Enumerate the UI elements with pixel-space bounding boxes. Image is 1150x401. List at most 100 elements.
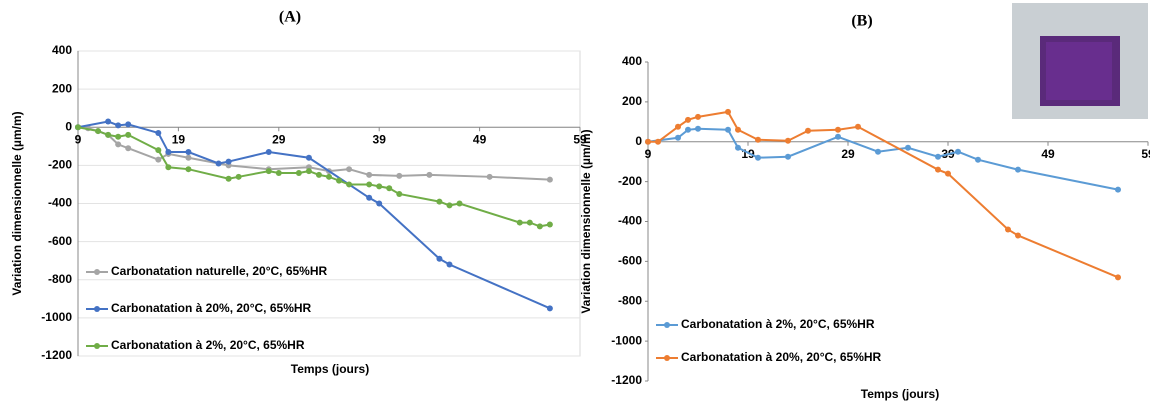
x-tick-label: 29 [841, 147, 855, 161]
point [155, 156, 162, 163]
point [835, 126, 841, 133]
point [695, 113, 701, 120]
point [105, 118, 112, 125]
legend-label: Carbonatation à 2%, 20°C, 65%HR [681, 317, 875, 331]
y-tick-label: 0 [635, 134, 642, 148]
y-tick-label: -200 [618, 174, 642, 188]
point [1115, 186, 1121, 193]
point [295, 170, 302, 176]
point [935, 153, 941, 160]
legend-marker [664, 355, 670, 361]
point [305, 154, 312, 161]
point [235, 173, 242, 180]
y-tick-label: -1000 [41, 310, 72, 324]
y-tick-label: 0 [65, 119, 72, 133]
point [436, 255, 443, 262]
y-tick-label: 200 [52, 81, 72, 95]
point [115, 141, 122, 148]
chart-title: (B) [851, 13, 872, 30]
point [366, 194, 373, 201]
point [165, 149, 172, 156]
legend-label: Carbonatation à 20%, 20°C, 65%HR [111, 301, 312, 315]
point [456, 200, 463, 207]
point [336, 177, 343, 184]
point [75, 124, 81, 131]
point [125, 145, 132, 152]
y-tick-label: 400 [52, 43, 72, 57]
point [315, 171, 322, 178]
point [905, 144, 911, 151]
point [446, 261, 453, 268]
point [685, 116, 691, 123]
x-axis-label: Temps (jours) [291, 362, 369, 376]
point [125, 131, 132, 138]
point [275, 170, 282, 176]
point [935, 166, 941, 173]
point [1115, 274, 1121, 281]
point [215, 160, 222, 167]
point [115, 122, 122, 129]
y-tick-label: -600 [618, 254, 642, 268]
y-tick-label: -1200 [611, 373, 642, 387]
point [185, 149, 192, 156]
x-axis-label: Temps (jours) [861, 387, 939, 401]
legend-marker [94, 306, 100, 312]
x-tick-label: 49 [473, 132, 487, 146]
point [165, 164, 172, 171]
point [645, 138, 651, 145]
point [366, 171, 373, 178]
point [265, 168, 272, 175]
point [735, 126, 741, 133]
point [396, 172, 403, 179]
legend-marker [94, 343, 100, 349]
y-tick-label: -400 [618, 214, 642, 228]
point [115, 133, 122, 140]
point [1005, 226, 1011, 233]
y-axis-label: Variation dimensionnelle (µm/m) [579, 129, 593, 313]
point [755, 136, 761, 143]
point [675, 134, 681, 141]
x-tick-label: 49 [1041, 147, 1055, 161]
line [647, 127, 1119, 191]
point [805, 127, 811, 134]
point [155, 147, 162, 154]
y-tick-label: -1000 [611, 333, 642, 347]
point [695, 125, 701, 132]
point [396, 190, 403, 197]
point [755, 154, 761, 161]
point [486, 173, 493, 180]
x-tick-label: 39 [373, 132, 387, 146]
point [185, 166, 192, 173]
point [326, 173, 332, 180]
point [785, 137, 791, 144]
point [955, 148, 961, 155]
point [526, 219, 533, 226]
point [875, 148, 881, 155]
chart-title: (A) [279, 9, 301, 26]
point [436, 198, 443, 205]
point [366, 181, 373, 188]
point [386, 185, 393, 192]
point [735, 144, 741, 151]
point [346, 166, 353, 173]
legend-label: Carbonatation à 2%, 20°C, 65%HR [111, 338, 305, 352]
point [225, 175, 232, 182]
point [536, 223, 543, 230]
y-tick-label: -600 [48, 234, 72, 248]
y-tick-label: 200 [622, 94, 642, 108]
point [1015, 166, 1021, 173]
point [725, 126, 731, 133]
y-tick-label: -1200 [41, 348, 72, 362]
point [155, 129, 162, 136]
y-tick-label: -200 [48, 158, 72, 172]
point [376, 200, 383, 207]
x-tick-label: 29 [272, 132, 286, 146]
point [346, 181, 353, 188]
point [305, 168, 312, 175]
legend-label: Carbonatation naturelle, 20°C, 65%HR [111, 264, 328, 278]
point [546, 176, 553, 183]
point [725, 108, 731, 115]
point [376, 183, 383, 190]
x-tick-label: 19 [172, 132, 186, 146]
